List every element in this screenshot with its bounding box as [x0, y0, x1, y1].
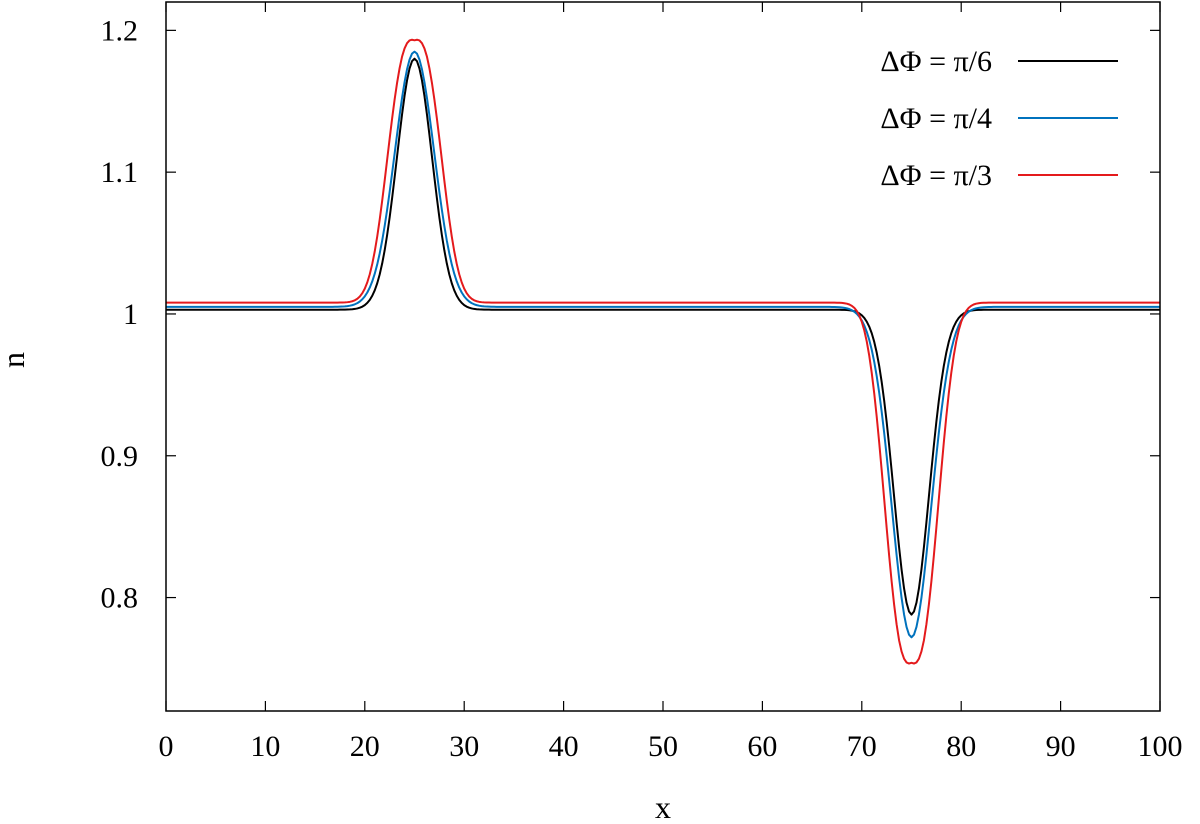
y-tick-label: 1.1 — [101, 156, 139, 189]
y-tick-label: 0.9 — [101, 440, 139, 473]
legend-entry-label: ΔΦ = π/6 — [880, 45, 992, 78]
x-tick-label: 0 — [159, 730, 174, 763]
legend-entry-label: ΔΦ = π/3 — [880, 159, 992, 192]
x-tick-label: 20 — [350, 730, 380, 763]
y-tick-label: 0.8 — [101, 582, 139, 615]
x-tick-label: 50 — [648, 730, 678, 763]
y-axis-label: n — [0, 352, 31, 368]
x-tick-label: 40 — [549, 730, 579, 763]
series-layer — [166, 38, 1160, 665]
x-tick-label: 70 — [847, 730, 877, 763]
x-tick-label: 80 — [946, 730, 976, 763]
x-tick-label: 90 — [1046, 730, 1076, 763]
series-line-3 — [166, 38, 1160, 665]
x-tick-label: 30 — [449, 730, 479, 763]
y-axis-ticks: 0.8 0.9 1 1.1 1.2 — [101, 14, 1160, 615]
legend-entry-label: ΔΦ = π/4 — [880, 102, 992, 135]
series-line-1 — [166, 57, 1160, 616]
x-tick-label: 100 — [1138, 730, 1183, 763]
x-tick-label: 60 — [747, 730, 777, 763]
series-line-2 — [166, 50, 1160, 639]
y-tick-label: 1.2 — [101, 14, 139, 47]
x-axis-ticks: 0 10 20 30 40 50 60 70 80 90 100 — [159, 2, 1183, 763]
plot-frame — [165, 1, 1161, 712]
legend: ΔΦ = π/6 ΔΦ = π/4 ΔΦ = π/3 — [880, 45, 1118, 192]
x-axis-label: x — [655, 789, 671, 824]
y-tick-label: 1 — [123, 298, 138, 331]
x-tick-label: 10 — [250, 730, 280, 763]
